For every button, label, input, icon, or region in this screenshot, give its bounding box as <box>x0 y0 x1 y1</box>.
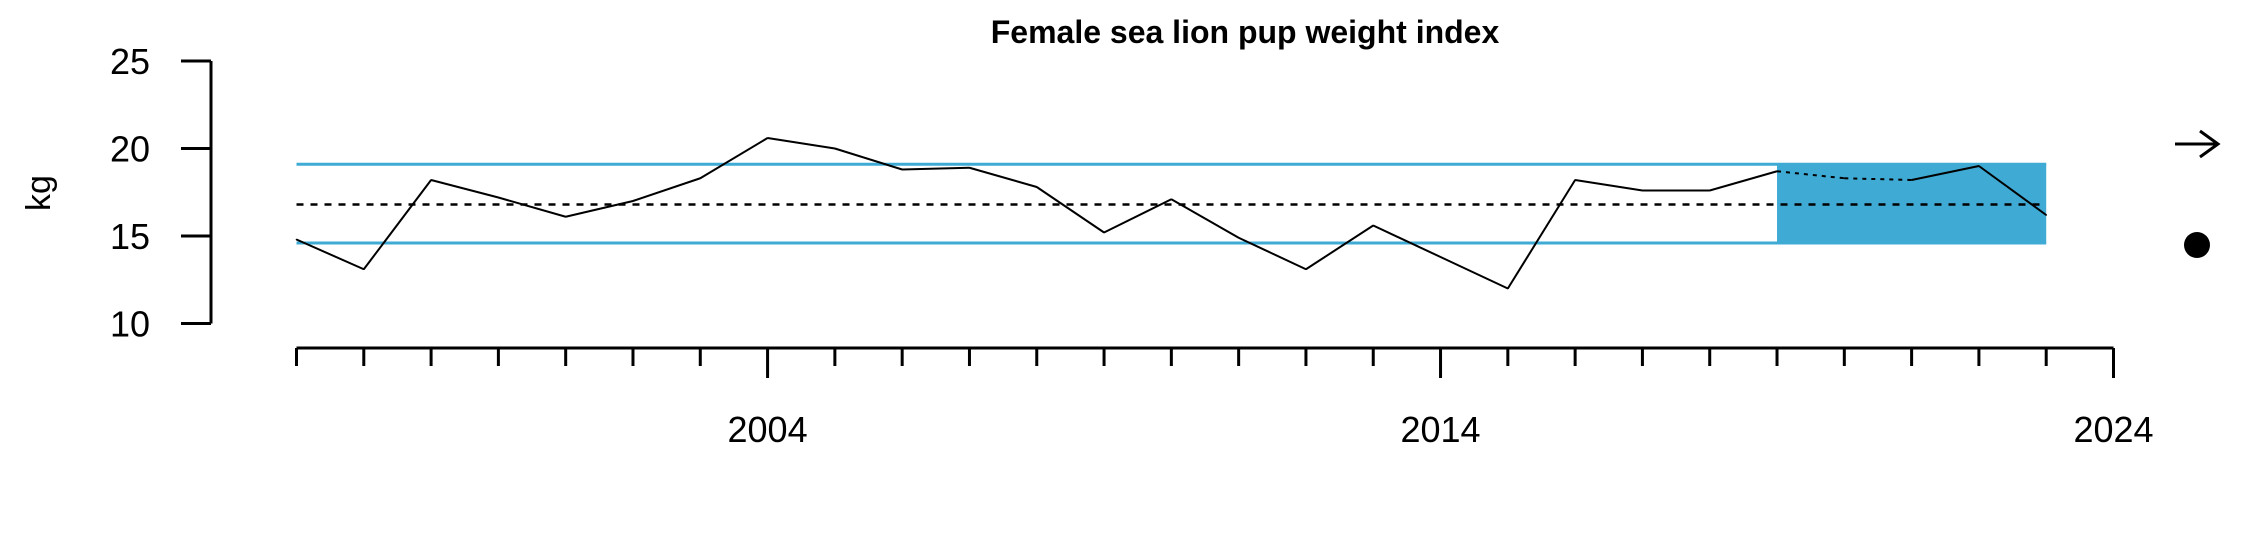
data-point <box>766 137 769 139</box>
x-tick-label: 2014 <box>1400 409 1480 450</box>
data-point <box>1843 177 1846 180</box>
series-segment <box>1238 236 1307 271</box>
series-segment <box>1170 198 1240 239</box>
series-segment <box>1103 198 1172 234</box>
filled-circle-icon <box>2184 232 2210 258</box>
data-point <box>968 166 971 169</box>
data-point <box>1103 231 1105 234</box>
series-segment <box>362 179 432 270</box>
data-point <box>1776 170 1778 173</box>
data-point <box>1507 287 1509 290</box>
series-segment <box>498 196 566 218</box>
x-axis: 2004 2014 2024 <box>295 346 2154 450</box>
data-point <box>430 179 432 181</box>
series-segment <box>834 147 903 171</box>
series-segment <box>1978 165 2047 216</box>
series-segment <box>969 166 1038 188</box>
data-point <box>834 147 836 150</box>
x-tick-label: 2024 <box>2073 409 2153 450</box>
data-point <box>497 196 500 199</box>
y-axis-label: kg <box>20 175 58 211</box>
series-segment <box>1911 165 1980 181</box>
data-point <box>1372 224 1375 227</box>
data-point <box>1574 179 1576 181</box>
data-point <box>1439 256 1442 258</box>
data-point <box>1237 236 1240 239</box>
y-tick-label: 15 <box>110 216 150 257</box>
right-arrow-icon <box>2175 129 2221 159</box>
series-segment <box>699 137 769 180</box>
plot-area <box>295 137 2048 290</box>
series-segment <box>1776 170 1845 180</box>
trend-indicators <box>2175 129 2221 258</box>
data-point <box>2045 214 2048 216</box>
series-segment <box>430 179 499 199</box>
data-point <box>1978 165 1980 167</box>
y-tick-label: 10 <box>110 304 150 345</box>
series-segment <box>1036 186 1105 234</box>
series-segment <box>565 200 634 218</box>
data-point <box>295 238 298 241</box>
data-point <box>362 268 365 271</box>
data-point <box>1910 179 1913 181</box>
series-segment <box>1574 179 1643 192</box>
data-point <box>699 177 702 180</box>
data-point <box>632 200 634 202</box>
data-point <box>1305 268 1307 271</box>
series-segment <box>1372 224 1441 258</box>
y-tick-label: 25 <box>110 41 150 82</box>
data-point <box>564 215 567 218</box>
y-axis: 10 15 20 25 <box>110 41 213 345</box>
series-segment <box>1506 179 1576 290</box>
series-segment <box>767 137 836 150</box>
series-segment <box>1305 224 1374 271</box>
series-segment <box>632 177 701 202</box>
chart-title: Female sea lion pup weight index <box>991 14 1500 50</box>
series-segment <box>1709 170 1778 192</box>
series-segment <box>1440 256 1509 290</box>
data-point <box>1641 189 1644 192</box>
data-point <box>1035 186 1038 188</box>
y-tick-label: 20 <box>110 129 150 170</box>
data-point <box>901 168 903 171</box>
series-segment <box>1844 177 1912 181</box>
x-tick-label: 2004 <box>728 409 808 450</box>
data-point <box>1170 198 1173 201</box>
data-point <box>1708 189 1711 192</box>
series-segment <box>902 166 970 171</box>
series-segment <box>296 238 365 271</box>
